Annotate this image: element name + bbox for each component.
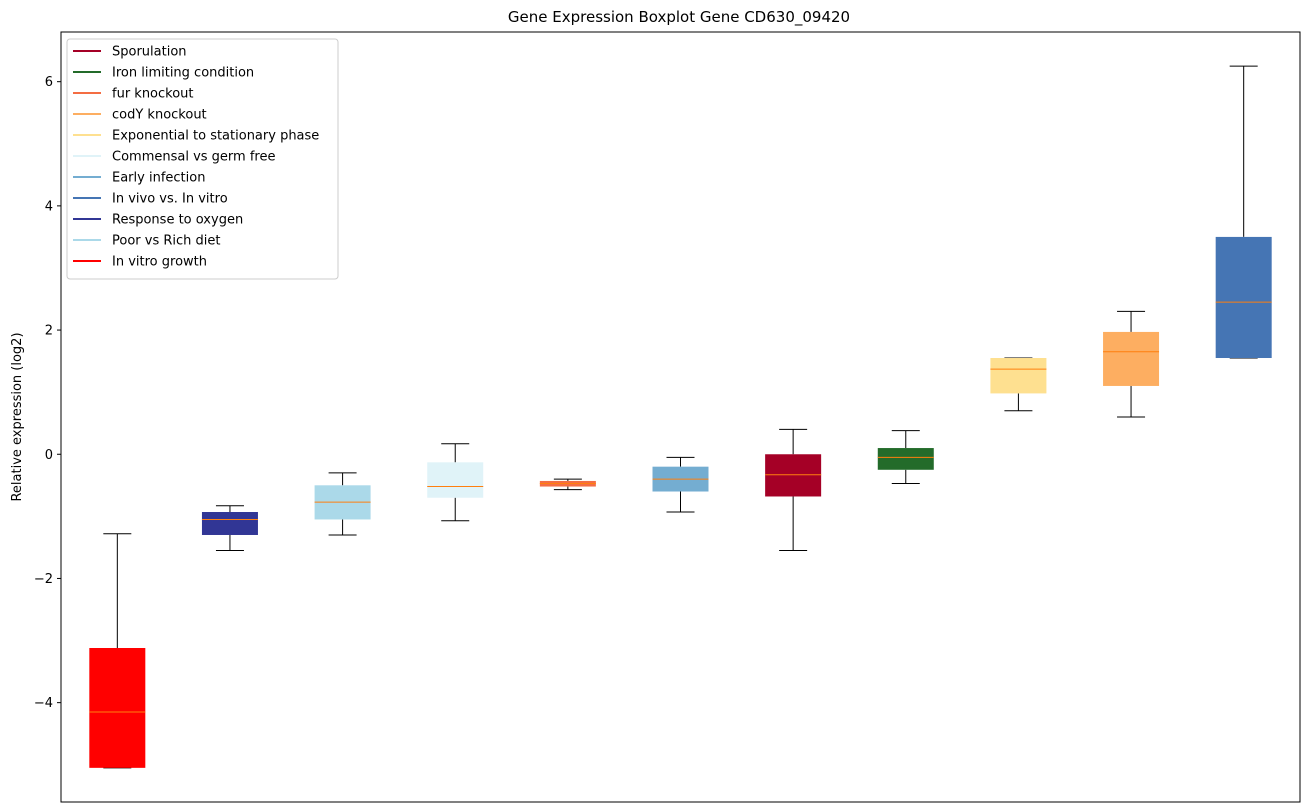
y-tick-label: 6 <box>45 75 53 90</box>
box-exponential-to-stationary-phase <box>990 357 1047 412</box>
y-tick-label: 0 <box>45 448 53 463</box>
box-early-infection <box>652 456 709 513</box>
box-iqr <box>877 448 934 470</box>
legend-entry: codY knockout <box>112 108 207 123</box>
plot-frame <box>60 31 1301 803</box>
legend-entry: Early infection <box>112 171 205 186</box>
chart-title: Gene Expression Boxplot Gene CD630_09420 <box>508 8 850 27</box>
box-sporulation <box>765 428 822 552</box>
legend-entry: Iron limiting condition <box>112 66 254 81</box>
y-tick-label: 2 <box>45 324 53 339</box>
y-axis-label: Relative expression (log2) <box>10 332 25 501</box>
box-iqr <box>990 358 1047 394</box>
box-in-vitro-growth <box>89 533 146 769</box>
box-iqr <box>201 512 258 535</box>
box-iqr <box>427 462 484 498</box>
legend-entry: Commensal vs germ free <box>112 150 275 165</box>
legend: Sporulation Iron limiting condition fur kn… <box>66 38 339 280</box>
box-in-vivo-vs-in-vitro <box>1215 65 1272 359</box>
box-fur-knockout <box>539 478 596 491</box>
y-axis: −4 −2 0 2 4 6 <box>34 75 61 711</box>
legend-entry: Sporulation <box>112 45 187 60</box>
box-response-to-oxygen <box>201 505 258 552</box>
box-commensal-vs-germ-free <box>427 443 484 522</box>
box-cody-knockout <box>1103 310 1160 418</box>
box-iqr <box>1103 331 1160 386</box>
box-iqr <box>765 454 822 497</box>
legend-entry: Response to oxygen <box>112 213 243 228</box>
y-tick-label: −2 <box>34 572 53 587</box>
y-tick-label: 4 <box>45 199 53 214</box>
legend-entry: In vivo vs. In vitro <box>112 192 228 207</box>
legend-frame <box>66 38 339 280</box>
box-iqr <box>1215 236 1272 359</box>
box-iron-limiting-condition <box>877 430 934 484</box>
legend-entry: fur knockout <box>112 87 194 102</box>
y-tick-label: −4 <box>34 696 53 711</box>
legend-entry: Poor vs Rich diet <box>112 234 220 249</box>
boxes-layer <box>89 65 1272 769</box>
legend-entry: Exponential to stationary phase <box>112 129 319 144</box>
box-iqr <box>89 648 146 768</box>
box-poor-vs-rich-diet <box>314 472 371 536</box>
legend-entry: In vitro growth <box>112 255 207 270</box>
